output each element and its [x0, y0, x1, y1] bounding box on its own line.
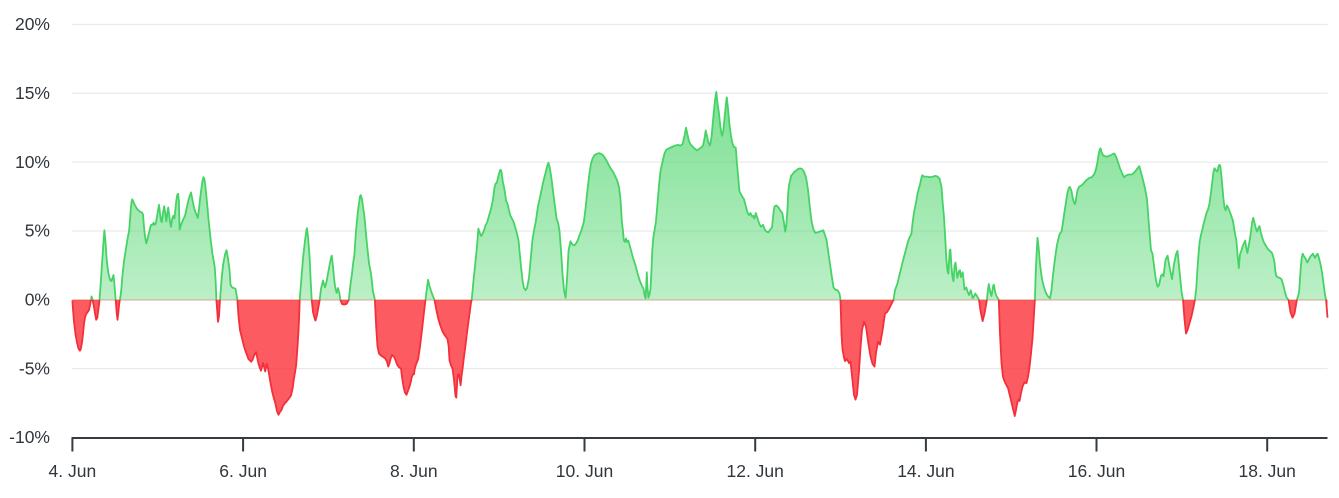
svg-text:12. Jun: 12. Jun: [726, 461, 783, 481]
svg-text:-10%: -10%: [9, 427, 50, 447]
svg-text:14. Jun: 14. Jun: [897, 461, 954, 481]
svg-text:10. Jun: 10. Jun: [556, 461, 613, 481]
svg-text:10%: 10%: [15, 152, 50, 172]
svg-text:20%: 20%: [15, 14, 50, 34]
svg-text:6. Jun: 6. Jun: [219, 461, 267, 481]
svg-text:0%: 0%: [25, 290, 50, 310]
svg-text:-5%: -5%: [19, 358, 50, 378]
svg-text:18. Jun: 18. Jun: [1238, 461, 1295, 481]
svg-text:16. Jun: 16. Jun: [1068, 461, 1125, 481]
svg-text:15%: 15%: [15, 83, 50, 103]
svg-text:5%: 5%: [25, 221, 50, 241]
svg-text:8. Jun: 8. Jun: [390, 461, 438, 481]
svg-text:4. Jun: 4. Jun: [49, 461, 97, 481]
